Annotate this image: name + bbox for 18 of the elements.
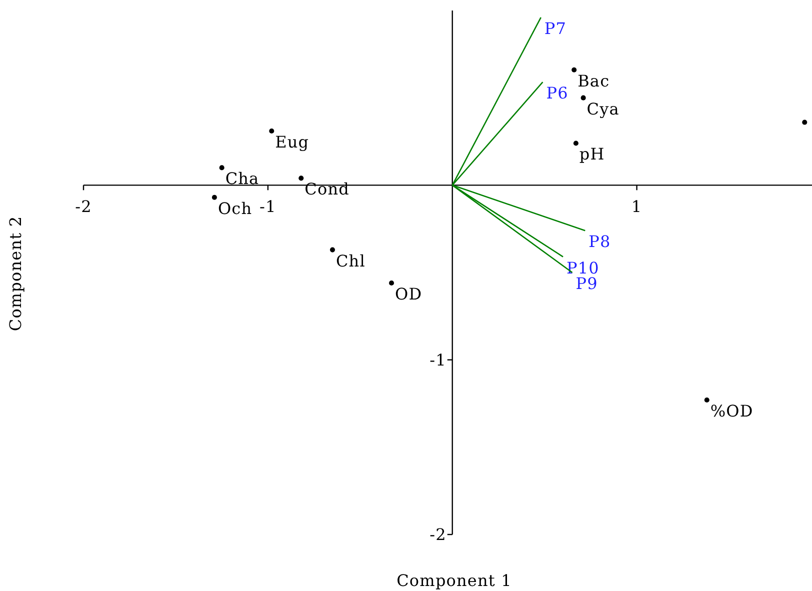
y-axis-title: Component 2 [6,216,25,332]
x-tick-label: 1 [631,197,642,216]
x-tick-label: -2 [75,197,92,216]
series-label: OD [395,284,422,304]
series-label: Chl [336,251,366,270]
series-label: Eug [275,132,310,152]
series-label: pH [579,144,605,164]
series-label: P7 [544,18,567,38]
x-tick-label: -1 [260,197,276,216]
x-axis-title: Component 1 [396,571,512,590]
series-label: P8 [588,232,611,252]
series-label: Cya [586,99,620,118]
series-label: %OD [710,402,754,421]
series-label: Cha [225,169,260,188]
series-label: Och [218,198,252,218]
series-label: Cond [304,180,350,199]
series-label: P6 [546,84,568,103]
series-label: Bac [578,71,610,90]
